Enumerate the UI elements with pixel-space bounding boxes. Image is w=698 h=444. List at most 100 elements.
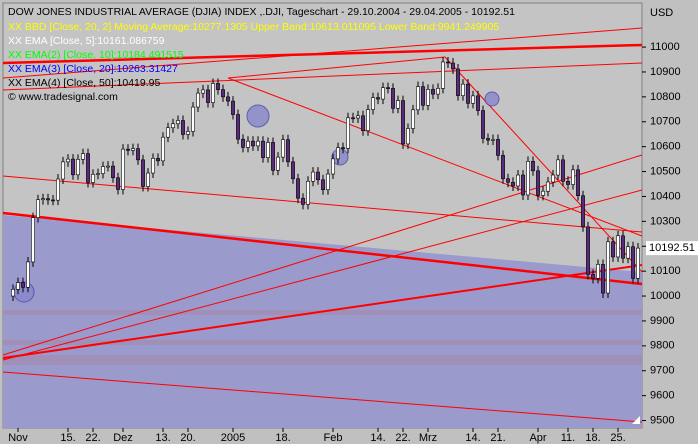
legend-entry: XX EMA(4) [Close, 50]:10419.95: [8, 77, 160, 89]
candle-body: [166, 127, 170, 138]
candle-body: [536, 170, 540, 196]
circle-marker: [331, 148, 349, 166]
candle-body: [516, 174, 520, 187]
axes: 9500960097009800990010000101001020010300…: [8, 41, 698, 444]
band: [3, 340, 642, 345]
candle-body: [471, 95, 475, 104]
candle-body: [286, 139, 290, 163]
band: [3, 355, 642, 365]
candle-body: [236, 114, 240, 140]
candle-body: [376, 97, 380, 100]
candle-body: [226, 96, 230, 102]
candle-body: [186, 131, 190, 135]
candle-body: [31, 217, 35, 263]
candle-body: [206, 89, 210, 103]
candle-body: [11, 289, 15, 297]
candle-body: [486, 138, 490, 141]
candle-body: [21, 282, 25, 288]
candle-body: [451, 62, 455, 70]
candle-body: [81, 153, 85, 160]
trendline: [227, 77, 643, 237]
candle-body: [481, 110, 485, 139]
candle-body: [41, 198, 45, 200]
y-tick-label: 9500: [650, 414, 674, 426]
candle-body: [501, 155, 505, 180]
x-tick-label: 14.: [465, 432, 480, 444]
candle-body: [56, 178, 60, 201]
candle-body: [301, 197, 305, 205]
candle-body: [526, 161, 530, 196]
candle-body: [321, 179, 325, 191]
y-tick-label: 11000: [650, 41, 680, 53]
candle-body: [131, 148, 135, 151]
candle-body: [606, 241, 610, 294]
trendline: [2, 264, 643, 359]
candle-body: [541, 190, 545, 196]
candle-body: [311, 171, 315, 182]
candle-body: [306, 180, 310, 205]
candle-body: [326, 173, 330, 191]
candle-body: [266, 142, 270, 158]
candle-body: [381, 87, 385, 100]
legend-entry: XX EMA(3) [Close, 20]:10263.31427: [8, 63, 178, 75]
shaded-region: [3, 215, 642, 428]
candle-body: [441, 61, 445, 89]
candle-body: [391, 88, 395, 109]
x-tick-label: 15.: [60, 432, 75, 444]
candle-body: [566, 180, 570, 185]
x-tick-label: 14.: [370, 432, 385, 444]
candle-body: [66, 158, 70, 163]
x-tick-label: 13.: [155, 432, 170, 444]
x-tick-label: 25.: [610, 432, 625, 444]
candle-body: [71, 158, 75, 176]
x-tick-label: 22.: [395, 432, 410, 444]
candle-body: [411, 109, 415, 129]
y-tick-label: 10300: [650, 215, 681, 227]
candle-body: [61, 161, 65, 180]
candle-body: [586, 226, 590, 275]
candle-body: [336, 147, 340, 160]
legend: XX BBD [Close, 20, 2] Moving Average:102…: [8, 21, 499, 103]
candle-body: [296, 178, 300, 199]
candle-body: [511, 181, 515, 187]
candle-body: [366, 109, 370, 132]
candle-body: [246, 140, 250, 148]
y-tick-label: 10100: [650, 265, 681, 277]
candle-body: [631, 246, 635, 279]
candle-body: [16, 282, 20, 290]
candle-body: [611, 241, 615, 258]
y-tick-label: 10000: [650, 290, 681, 302]
candle-body: [496, 139, 500, 156]
candle-body: [26, 261, 30, 288]
trendline: [2, 62, 643, 91]
candle-body: [446, 61, 450, 64]
y-tick-label: 9800: [650, 340, 674, 352]
x-tick-label: 18.: [275, 432, 290, 444]
candle-body: [426, 89, 430, 106]
candle-body: [116, 177, 120, 190]
candle-body: [616, 235, 620, 258]
legend-entry: XX EMA(2) [Close, 10]:10184.491515: [8, 49, 184, 61]
y-tick-label: 10600: [650, 141, 681, 153]
candle-body: [76, 159, 80, 176]
y-tick-label: 9700: [650, 365, 674, 377]
chart-title: DOW JONES INDUSTRIAL AVERAGE (DJIA) INDE…: [8, 6, 515, 18]
candle-body: [361, 115, 365, 132]
candle-body: [346, 117, 350, 149]
candle-body: [591, 274, 595, 279]
candle-body: [36, 199, 40, 218]
candle-body: [146, 172, 150, 187]
y-tick-label: 10400: [650, 190, 681, 202]
y-tick-label: 10500: [650, 165, 681, 177]
candle-body: [126, 148, 130, 151]
candle-body: [161, 136, 165, 162]
x-tick-label: 11.: [561, 432, 575, 444]
x-tick-label: 22.: [85, 432, 100, 444]
y-tick-label: 10700: [650, 116, 681, 128]
candle-body: [386, 87, 390, 89]
trendline: [2, 371, 643, 423]
candle-body: [201, 89, 205, 94]
candle-body: [416, 86, 420, 111]
candle-body: [196, 92, 200, 108]
x-tick-label: 2005: [221, 432, 245, 444]
